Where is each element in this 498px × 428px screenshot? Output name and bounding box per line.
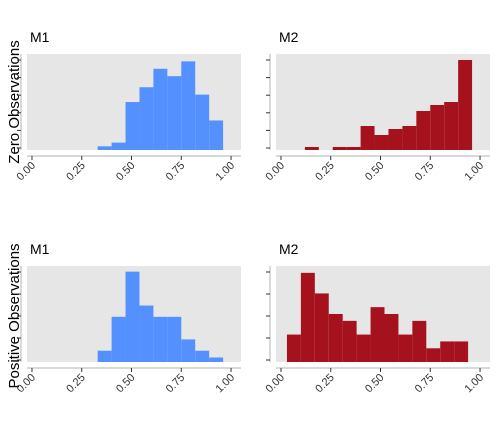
row-label-zero: Zero Observations [6, 40, 23, 163]
panel-positive-m2: M2 0.00 0.25 0.50 0.75 1.00 [263, 241, 490, 395]
histogram-bar [374, 135, 389, 150]
histogram-bar [314, 293, 329, 362]
histogram-bar [356, 334, 371, 362]
histogram-bar [139, 87, 154, 150]
histogram-bar [440, 341, 455, 362]
histogram-bar [300, 272, 315, 362]
panel-zero-m1: M10.00 0.25 0.50 0.75 1.00 [14, 29, 241, 183]
histogram-bar [388, 129, 403, 150]
panel-title: M2 [279, 29, 299, 45]
x-tick-label: 0.00 [263, 372, 287, 396]
histogram-bar [430, 105, 445, 150]
x-tick-label: 0.50 [363, 160, 387, 184]
x-tick-label: 0.25 [64, 372, 88, 396]
histogram-bar [346, 147, 361, 150]
histogram-bar [454, 341, 469, 362]
histogram-bar [209, 120, 224, 150]
x-tick-label: 0.50 [114, 160, 138, 184]
histogram-bar [370, 307, 385, 362]
histogram-bar [153, 68, 168, 150]
histogram-bar [125, 271, 140, 362]
histogram-bar [332, 147, 347, 150]
histogram-bar [167, 76, 182, 150]
histogram-bar [444, 102, 459, 150]
x-tick-label: 0.00 [263, 160, 287, 184]
histogram-bar [398, 334, 413, 362]
x-tick-label: 1.00 [214, 372, 238, 396]
histogram-bar [139, 305, 154, 362]
x-tick-label: 0.75 [164, 160, 188, 184]
panel-title: M1 [30, 241, 50, 257]
histogram-bar [111, 316, 126, 362]
histogram-bar [304, 147, 319, 150]
panel-positive-m1: M10.00 0.25 0.50 0.75 1.00 [14, 241, 241, 395]
x-tick-label: 1.00 [214, 160, 238, 184]
panel-title: M1 [30, 29, 50, 45]
x-tick-label: 0.75 [413, 160, 437, 184]
x-tick-label: 0.50 [363, 372, 387, 396]
histogram-bar [360, 126, 375, 150]
histogram-bar [209, 357, 224, 362]
x-tick-label: 0.25 [313, 160, 337, 184]
histogram-bar [167, 316, 182, 362]
histogram-bar [426, 348, 441, 362]
x-tick-label: 0.75 [164, 372, 188, 396]
x-tick-label: 1.00 [463, 160, 487, 184]
histogram-bar [416, 111, 431, 150]
x-tick-label: 0.75 [413, 372, 437, 396]
histogram-bar [195, 94, 210, 150]
histogram-bar [458, 60, 473, 150]
histogram-bar [97, 350, 112, 362]
histogram-bar [402, 126, 417, 150]
row-label-positive: Positive Observations [6, 243, 23, 388]
panel-zero-m2: M2 0.00 0.25 0.50 0.75 1.00 [263, 29, 490, 183]
histogram-bar [328, 314, 343, 362]
x-tick-label: 0.50 [114, 372, 138, 396]
histogram-bar [384, 314, 399, 362]
x-tick-label: 1.00 [463, 372, 487, 396]
histogram-bar [342, 320, 357, 362]
x-tick-label: 0.25 [313, 372, 337, 396]
histogram-bar [195, 350, 210, 362]
histogram-bar [153, 316, 168, 362]
histogram-bar [111, 142, 126, 150]
histogram-bar [412, 320, 427, 362]
x-tick-label: 0.25 [64, 160, 88, 184]
histogram-bar [286, 334, 301, 362]
histogram-bar [125, 102, 140, 150]
histogram-bar [97, 146, 112, 150]
panel-title: M2 [279, 241, 299, 257]
histogram-bar [181, 61, 196, 151]
histogram-bar [181, 339, 196, 362]
